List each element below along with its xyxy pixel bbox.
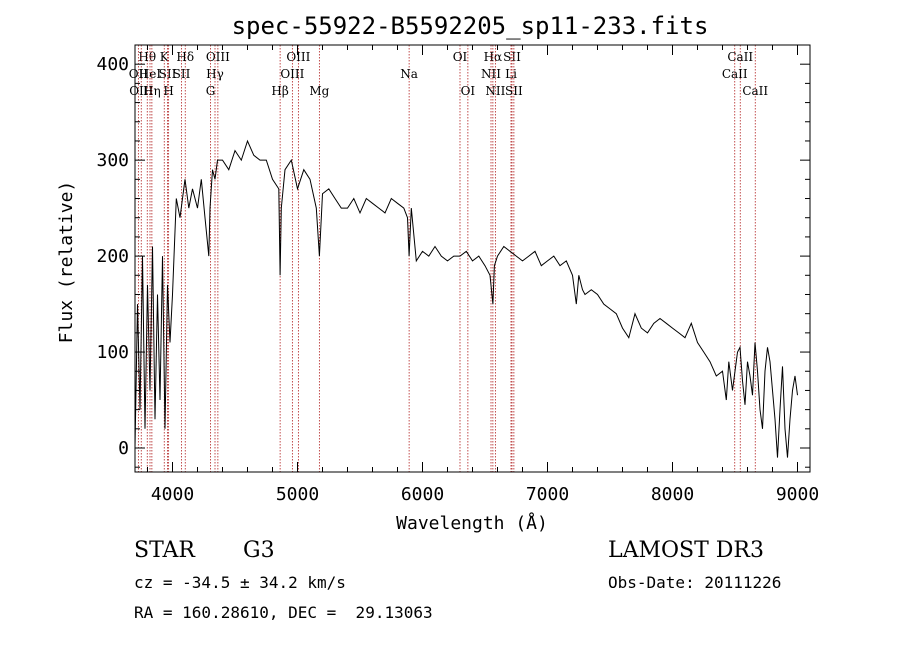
x-tick-label-1: 5000 [276, 484, 319, 505]
x-tick-label-3: 7000 [526, 484, 569, 505]
line-label-12: G [206, 84, 216, 98]
y-tick-label-2: 200 [96, 246, 129, 267]
y-tick-label-0: 0 [118, 438, 129, 459]
line-label-3: HeI [139, 67, 162, 81]
line-label-25: SII [505, 84, 523, 98]
line-label-19: OI [461, 84, 476, 98]
x-axis-label: Wavelength (Å) [396, 512, 548, 534]
y-tick-label-4: 400 [96, 54, 129, 75]
line-label-8: Hδ [176, 50, 194, 64]
line-label-14: OIII [286, 50, 310, 64]
line-label-28: CaII [742, 84, 768, 98]
redshift-cz: cz = -34.5 ± 34.2 km/s [134, 573, 346, 592]
x-tick-label-5: 9000 [776, 484, 819, 505]
line-label-17: Na [400, 67, 418, 81]
line-label-10: OIII [206, 50, 230, 64]
line-label-7: H [163, 84, 173, 98]
line-label-11: Hγ [206, 67, 224, 81]
line-label-15: OIII [280, 67, 304, 81]
line-label-9: SII [173, 67, 191, 81]
object-subclass: G3 [243, 538, 275, 563]
survey-name: LAMOST DR3 [608, 538, 764, 563]
y-tick-label-3: 300 [96, 150, 129, 171]
observation-date: Obs-Date: 20111226 [608, 573, 782, 592]
line-label-23: SII [503, 50, 521, 64]
line-label-5: K [160, 50, 170, 64]
object-class: STAR [134, 538, 195, 563]
line-label-16: Mg [309, 84, 329, 98]
line-label-21: NII [481, 67, 501, 81]
x-tick-label-2: 6000 [401, 484, 444, 505]
line-label-22: NII [485, 84, 505, 98]
ra-dec-coordinates: RA = 160.28610, DEC = 29.13063 [134, 603, 433, 622]
chart-title: spec-55922-B5592205_sp11-233.fits [232, 12, 709, 40]
x-tick-label-4: 8000 [651, 484, 694, 505]
y-axis-label: Flux (relative) [56, 181, 77, 344]
axis-ticks: 4000 5000 6000 7000 8000 9000 0 100 200 300 400 [96, 44, 819, 505]
line-label-13: Hβ [271, 84, 288, 98]
line-label-26: CaII [727, 50, 753, 64]
y-tick-label-1: 100 [96, 342, 129, 363]
line-label-24: Li [505, 67, 517, 81]
line-label-20: Hα [484, 50, 503, 64]
plot-frame [134, 44, 811, 473]
line-label-6: SII [159, 67, 177, 81]
line-label-18: OI [453, 50, 468, 64]
line-label-27: CaII [722, 67, 748, 81]
line-label-1: OII [129, 67, 149, 81]
flux-series-line [134, 139, 798, 458]
x-tick-label-0: 4000 [151, 484, 194, 505]
line-label-4: Hη [143, 84, 161, 98]
